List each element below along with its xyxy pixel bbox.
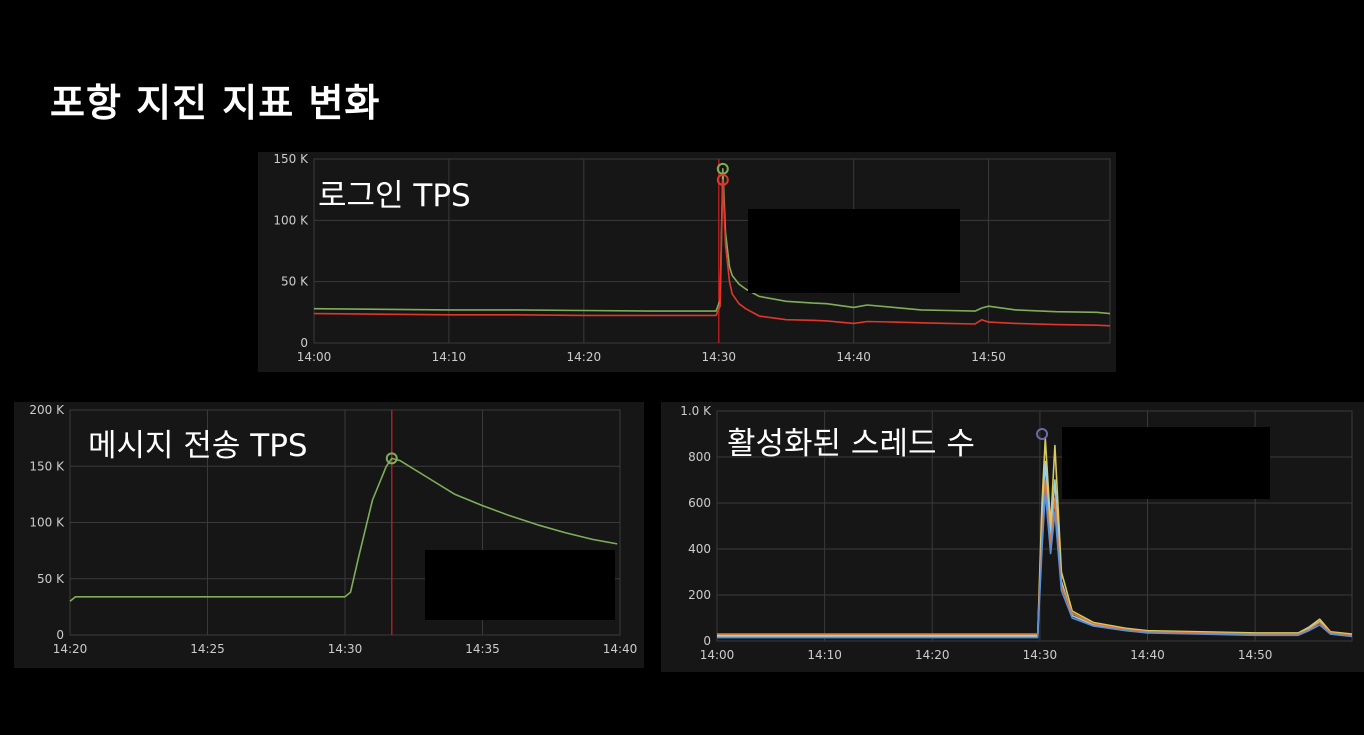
x-tick-label: 14:20 xyxy=(53,642,88,656)
chart-title-message-tps: 메시지 전송 TPS xyxy=(88,428,308,464)
x-tick-label: 14:30 xyxy=(701,350,736,364)
x-tick-label: 14:50 xyxy=(971,350,1006,364)
y-tick-label: 100 K xyxy=(29,516,65,530)
peak-marker xyxy=(716,162,729,175)
x-tick-label: 14:35 xyxy=(465,642,500,656)
login-tps-chart: 0 50 K 100 K 150 K 14:00 14:10 14:20 14:30 14:40… xyxy=(273,152,1111,364)
y-tick-label: 200 xyxy=(688,588,711,602)
active-threads-panel: 0 200 400 600 800 1.0 K 14:00 14:10 14:20 14:30 14… xyxy=(661,402,1364,672)
y-tick-label: 600 xyxy=(688,496,711,510)
chart-title-active-threads: 활성화된 스레드 수 xyxy=(727,426,975,462)
x-tick-label: 14:20 xyxy=(567,350,602,364)
series-line-0 xyxy=(313,167,1111,315)
x-tick-label: 14:00 xyxy=(700,648,735,662)
x-tick-label: 14:40 xyxy=(1130,648,1165,662)
x-tick-label: 14:50 xyxy=(1238,648,1273,662)
page-title: 포항 지진 지표 변화 xyxy=(50,81,381,125)
y-tick-label: 1.0 K xyxy=(680,404,712,418)
y-tick-label: 100 K xyxy=(273,213,309,227)
y-tick-label: 150 K xyxy=(29,459,65,473)
peak-marker xyxy=(385,452,398,465)
redacted-box xyxy=(1062,427,1270,499)
active-threads-chart: 0 200 400 600 800 1.0 K 14:00 14:10 14:20 14:30 14… xyxy=(680,404,1353,662)
y-tick-label: 50 K xyxy=(37,572,65,586)
x-tick-label: 14:10 xyxy=(432,350,467,364)
y-tick-label: 800 xyxy=(688,450,711,464)
y-tick-label: 0 xyxy=(300,336,308,350)
message-tps-panel: 0 50 K 100 K 150 K 200 K 14:20 14:25 14:30 14:35… xyxy=(14,402,644,668)
x-tick-label: 14:00 xyxy=(297,350,332,364)
login-tps-panel: 0 50 K 100 K 150 K 14:00 14:10 14:20 14:30 14:40… xyxy=(258,152,1116,372)
x-tick-label: 14:10 xyxy=(807,648,842,662)
redacted-box xyxy=(748,209,960,293)
message-tps-chart: 0 50 K 100 K 150 K 200 K 14:20 14:25 14:30 14:35… xyxy=(29,403,638,656)
peak-marker xyxy=(1036,428,1049,440)
y-tick-label: 200 K xyxy=(29,403,65,417)
series-line-1 xyxy=(313,179,1111,327)
x-tick-label: 14:20 xyxy=(915,648,950,662)
x-tick-label: 14:40 xyxy=(836,350,871,364)
x-tick-label: 14:40 xyxy=(603,642,638,656)
y-tick-label: 50 K xyxy=(281,275,309,289)
y-tick-label: 0 xyxy=(703,634,711,648)
x-tick-label: 14:25 xyxy=(190,642,225,656)
y-tick-label: 0 xyxy=(56,628,64,642)
peak-marker xyxy=(716,173,729,186)
x-tick-label: 14:30 xyxy=(328,642,363,656)
chart-title-login-tps: 로그인 TPS xyxy=(318,178,471,214)
x-tick-label: 14:30 xyxy=(1023,648,1058,662)
series-line-3 xyxy=(717,490,1353,639)
y-tick-label: 150 K xyxy=(273,152,309,166)
y-tick-label: 400 xyxy=(688,542,711,556)
redacted-box xyxy=(425,550,615,620)
